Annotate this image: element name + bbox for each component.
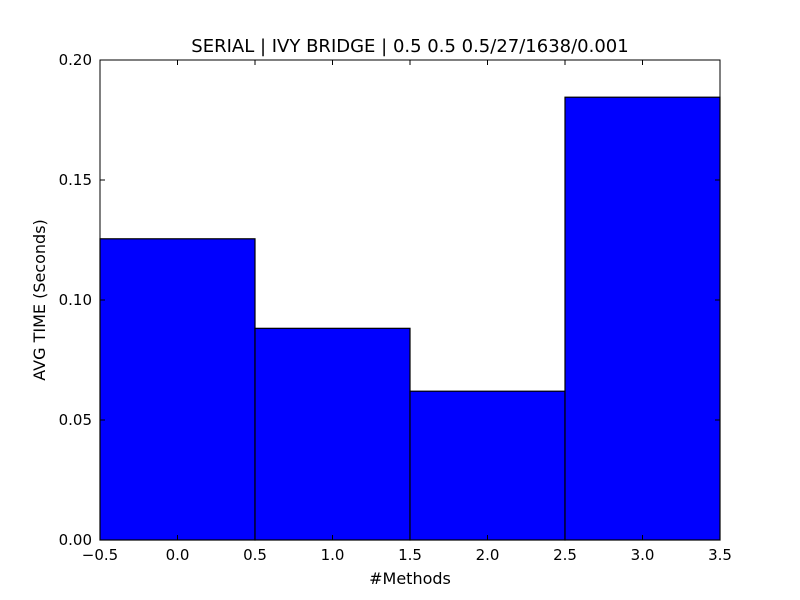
y-tick-label: 0.20 xyxy=(59,51,92,69)
bar-2 xyxy=(409,390,566,541)
bar-0 xyxy=(99,238,256,541)
x-tick-label: 0.0 xyxy=(166,546,190,564)
x-axis-label: #Methods xyxy=(369,569,451,588)
bar-3 xyxy=(564,96,721,541)
y-tick-label: 0.10 xyxy=(59,291,92,309)
x-tick-label: 1.0 xyxy=(321,546,345,564)
bars-group xyxy=(99,96,721,541)
y-axis-label: AVG TIME (Seconds) xyxy=(30,219,49,381)
x-tick-label: 1.5 xyxy=(398,546,422,564)
bar-1 xyxy=(254,327,411,541)
x-tick-label: 3.5 xyxy=(708,546,732,564)
plot-frame xyxy=(99,59,721,541)
y-tick-label: 0.05 xyxy=(59,411,92,429)
x-tick-label: 3.0 xyxy=(631,546,655,564)
chart-title: SERIAL | IVY BRIDGE | 0.5 0.5 0.5/27/163… xyxy=(191,36,628,57)
x-tick-label: 0.5 xyxy=(243,546,267,564)
y-tick-label: 0.00 xyxy=(59,531,92,549)
x-tick-label: 2.0 xyxy=(476,546,500,564)
x-tick-label: 2.5 xyxy=(553,546,577,564)
x-tick-label: −0.5 xyxy=(82,546,118,564)
y-tick-label: 0.15 xyxy=(59,171,92,189)
ticks-group: −0.5 0.0 0.5 1.0 1.5 2.0 2.5 3.0 3.5 0.00 0.05 0.10… xyxy=(59,51,732,564)
